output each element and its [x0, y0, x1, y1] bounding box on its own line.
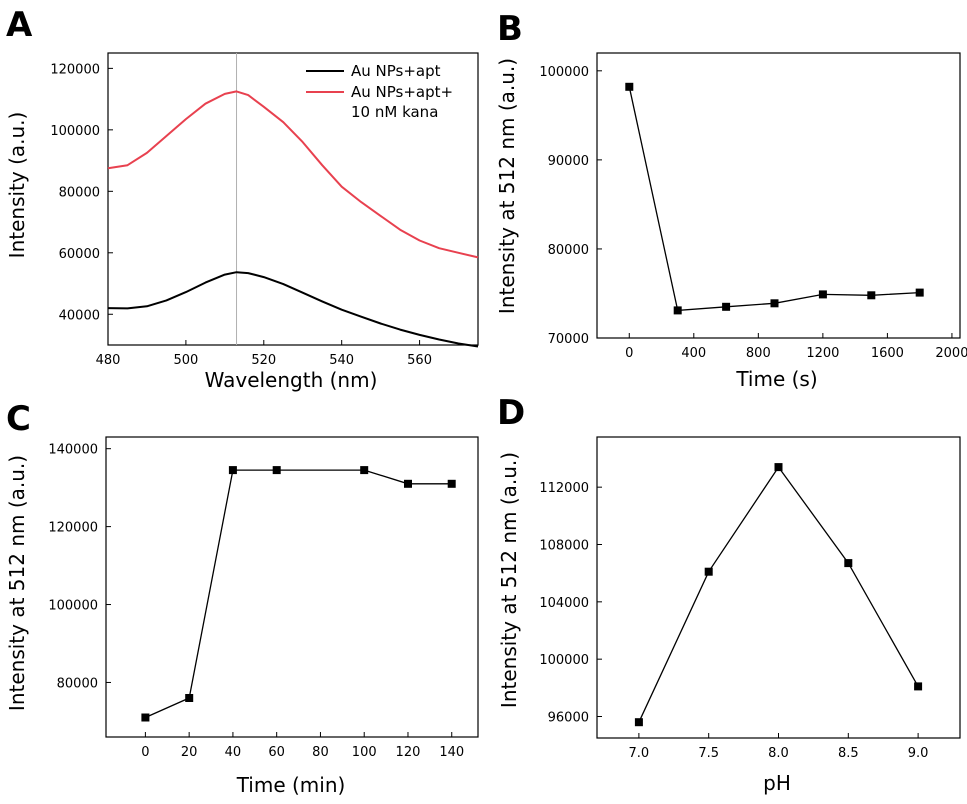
panel-b-data-point	[673, 306, 682, 315]
panel-d-data-point	[774, 463, 783, 472]
panel-b-x-tick-label: 400	[681, 346, 706, 361]
panel-a-y-tick-label: 40000	[59, 308, 100, 323]
panel-d-x-tick-label: 9.0	[908, 746, 929, 761]
panel-d-y-tick-label: 104000	[539, 596, 589, 611]
panel-c-y-tick-label: 100000	[48, 599, 98, 614]
panel-b-data-point	[625, 82, 634, 91]
panel-c-data-point	[272, 466, 281, 475]
panel-a-x-tick-label: 560	[407, 353, 432, 368]
panel-c-data-point	[404, 479, 412, 488]
panel-b-ylabel: Intensity at 512 nm (a.u.)	[495, 58, 519, 314]
panel-a-y-tick-label: 80000	[59, 185, 100, 200]
panel-c-frame	[105, 436, 479, 738]
panel-c-x-tick-label: 40	[225, 745, 242, 760]
panel-c-x-tick-label: 20	[181, 745, 198, 760]
panel-letter-a: A	[6, 5, 33, 45]
panel-b-y-tick-label: 70000	[548, 332, 589, 347]
panel-d-chart: 7.0 7.5 8.0 8.5 9.0 96000 100000 104000 108000 11…	[539, 436, 961, 761]
panel-d-ylabel: Intensity at 512 nm (a.u.)	[497, 452, 521, 708]
panel-b-y-tick-label: 100000	[539, 65, 589, 80]
panel-b-data-point	[867, 291, 876, 300]
panel-a-legend-label-1: Au NPs+apt	[351, 62, 441, 80]
panel-a-xlabel: Wavelength (nm)	[205, 368, 378, 392]
panel-c-series-line	[145, 469, 452, 719]
panel-a-series-line-2	[107, 90, 479, 259]
panel-a-x-tick-label: 500	[173, 353, 198, 368]
panel-d-data-point	[914, 682, 923, 691]
panel-b-x-tick-label: 0	[625, 346, 633, 361]
panel-c-data-point	[185, 694, 194, 702]
panel-b-data-point	[722, 302, 731, 311]
panel-d-y-tick-label: 108000	[539, 539, 589, 554]
panel-c-y-tick-label: 120000	[48, 521, 98, 536]
panel-b-x-tick-label: 800	[746, 346, 771, 361]
panel-letter-c: C	[6, 399, 31, 439]
panel-c-x-tick-label: 120	[396, 745, 421, 760]
panel-letter-b: B	[497, 9, 523, 49]
panel-c-x-tick-label: 100	[352, 745, 377, 760]
panel-d-data-point	[844, 559, 853, 568]
panel-c-y-tick-label: 80000	[57, 676, 98, 691]
panel-a-legend-label-2: Au NPs+apt+	[351, 83, 453, 101]
panel-b-chart: 0 400 800 1200 1600 2000 70000 80000 90000 100000	[539, 52, 967, 361]
panel-c-x-tick-label: 80	[312, 745, 329, 760]
panel-d-y-tick-label: 112000	[539, 481, 589, 496]
panel-c-data-point	[228, 466, 237, 475]
panel-d-frame	[596, 436, 961, 739]
panel-a-y-tick-label: 60000	[59, 247, 100, 262]
panel-a-legend-label-2: 10 nM kana	[351, 103, 438, 121]
panel-d-y-tick-label: 96000	[548, 711, 589, 726]
panel-c-x-tick-label: 0	[141, 745, 149, 760]
panel-b-y-tick-label: 80000	[548, 243, 589, 258]
panel-b-xlabel: Time (s)	[735, 367, 817, 391]
panel-letter-d: D	[497, 393, 525, 433]
panel-c-data-point	[360, 466, 369, 475]
panel-b-x-tick-label: 2000	[935, 346, 967, 361]
panel-a-ylabel: Intensity (a.u.)	[5, 112, 29, 259]
panel-a-frame	[107, 52, 479, 346]
panel-c-x-tick-label: 140	[439, 745, 464, 760]
panel-d-x-tick-label: 8.5	[838, 746, 859, 761]
panel-d-x-tick-label: 7.5	[698, 746, 719, 761]
panel-d-y-tick-label: 100000	[539, 653, 589, 668]
panel-d-series-line	[638, 465, 919, 723]
panel-c-data-point	[141, 713, 150, 722]
panel-a-x-tick-label: 540	[329, 353, 354, 368]
panel-b-frame	[596, 52, 961, 339]
panel-c-x-tick-label: 60	[268, 745, 285, 760]
panel-d-x-tick-label: 7.0	[629, 746, 650, 761]
panel-a-y-tick-label: 120000	[50, 62, 100, 77]
panel-b-series-line	[628, 86, 920, 312]
panel-b-x-tick-label: 1600	[871, 346, 904, 361]
panel-a-x-tick-label: 480	[96, 353, 121, 368]
panel-d-data-point	[704, 567, 713, 576]
panel-a-y-tick-label: 100000	[50, 124, 100, 139]
panel-d-x-tick-label: 8.0	[768, 746, 789, 761]
panel-b-y-tick-label: 90000	[548, 154, 589, 169]
panel-c-y-tick-label: 140000	[48, 443, 98, 458]
panel-c-data-point	[447, 479, 456, 488]
panel-a-series-line-1	[107, 271, 479, 348]
panel-b-data-point	[770, 299, 779, 308]
panel-d-xlabel: pH	[763, 771, 791, 795]
panel-b-data-point	[818, 290, 827, 299]
panel-b-x-tick-label: 1200	[806, 346, 839, 361]
panel-a-x-tick-label: 520	[251, 353, 276, 368]
panel-c-chart: 0 20 40 60 80 100 120 140 80000 100000 120000 14000…	[48, 436, 479, 760]
panel-d-data-point	[634, 718, 643, 727]
panel-a-chart: 480 500 520 540 560 40000 60000 80000 100000 1200…	[50, 52, 479, 368]
panel-c-ylabel: Intensity at 512 nm (a.u.)	[5, 455, 29, 711]
panel-c-xlabel: Time (min)	[236, 773, 346, 797]
panel-b-data-point	[915, 288, 924, 297]
